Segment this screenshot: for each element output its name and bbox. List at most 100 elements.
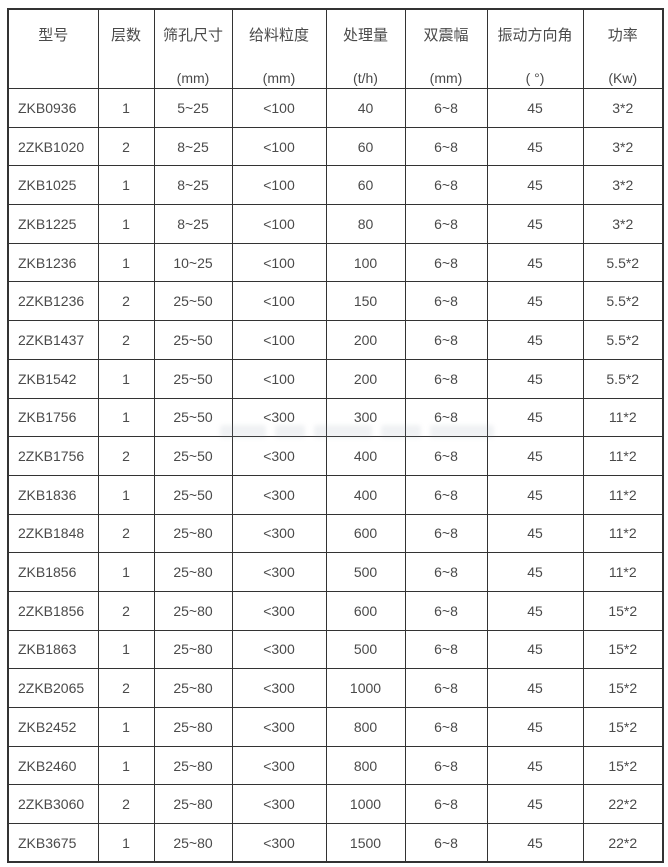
table-row: 2ZKB1020 2 8~25 <100 60 6~8 45 3*2 [7,126,664,167]
value-cell: <300 [231,629,327,670]
value-cell: 200 [325,320,406,360]
table-row: ZKB0936 1 5~25 <100 40 6~8 45 3*2 [7,88,664,128]
value-cell: 2 [97,513,155,554]
value-cell: <300 [231,552,327,592]
value-cell: 25~50 [153,358,233,399]
column-header-3: 给料粒度 (mm) [231,8,327,89]
value-cell: 25~80 [153,590,233,631]
value-cell: 8~25 [153,204,233,244]
value-cell: <100 [231,204,327,244]
value-cell: 1 [97,745,155,786]
model-cell: ZKB1236 [7,242,99,283]
value-cell: 6~8 [404,88,488,128]
value-cell: 5~25 [153,88,233,128]
value-cell: 2 [97,590,155,631]
value-cell: <100 [231,126,327,167]
model-cell: ZKB1756 [7,397,99,438]
value-cell: 25~80 [153,668,233,708]
column-header-7: 功率 (Kw) [582,8,664,89]
value-cell: 6~8 [404,281,488,322]
value-cell: 45 [486,745,584,786]
value-cell: 45 [486,397,584,438]
value-cell: 45 [486,590,584,631]
table-row: 2ZKB1236 2 25~50 <100 150 6~8 45 5.5*2 [7,281,664,322]
column-label: 处理量 [342,27,388,44]
value-cell: <100 [231,320,327,360]
model-cell: 2ZKB1848 [7,513,99,554]
value-cell: 25~80 [153,629,233,670]
value-cell: 2 [97,436,155,476]
column-label: 功率 [607,27,638,44]
value-cell: 800 [325,707,406,747]
value-cell: 45 [486,88,584,128]
value-cell: <100 [231,358,327,399]
value-cell: 1 [97,165,155,206]
value-cell: 6~8 [404,204,488,244]
value-cell: 1000 [325,668,406,708]
value-cell: 8~25 [153,126,233,167]
value-cell: 15*2 [582,590,664,631]
value-cell: <100 [231,88,327,128]
value-cell: <300 [231,707,327,747]
value-cell: 1 [97,707,155,747]
value-cell: 45 [486,707,584,747]
value-cell: 15*2 [582,668,664,708]
value-cell: 6~8 [404,552,488,592]
column-header-1: 层数 [97,8,155,89]
value-cell: 45 [486,552,584,592]
column-header-4: 处理量 (t/h) [325,8,406,89]
table-row: ZKB1756 1 25~50 <300 300 6~8 45 11*2 [7,397,664,438]
value-cell: 25~50 [153,320,233,360]
value-cell: 6~8 [404,590,488,631]
column-header-0: 型号 [7,8,99,89]
value-cell: 1 [97,397,155,438]
value-cell: 5.5*2 [582,320,664,360]
column-label: 筛孔尺寸 [162,27,223,44]
column-header-2: 筛孔尺寸 (mm) [153,8,233,89]
value-cell: 25~80 [153,823,233,863]
value-cell: 45 [486,126,584,167]
table-row: 2ZKB1437 2 25~50 <100 200 6~8 45 5.5*2 [7,320,664,360]
value-cell: 45 [486,823,584,863]
value-cell: 400 [325,436,406,476]
value-cell: 6~8 [404,242,488,283]
value-cell: 1 [97,242,155,283]
model-cell: 2ZKB1856 [7,590,99,631]
value-cell: 25~50 [153,397,233,438]
value-cell: 800 [325,745,406,786]
table-row: ZKB1856 1 25~80 <300 500 6~8 45 11*2 [7,552,664,592]
model-cell: 2ZKB2065 [7,668,99,708]
value-cell: 25~80 [153,552,233,592]
model-cell: ZKB0936 [7,88,99,128]
table-row: 2ZKB2065 2 25~80 <300 1000 6~8 45 15*2 [7,668,664,708]
model-cell: 2ZKB1236 [7,281,99,322]
column-unit: (mm) [262,70,296,86]
value-cell: 200 [325,358,406,399]
value-cell: 11*2 [582,436,664,476]
table-row: ZKB2452 1 25~80 <300 800 6~8 45 15*2 [7,707,664,747]
value-cell: <100 [231,281,327,322]
model-cell: ZKB1836 [7,474,99,515]
value-cell: 45 [486,668,584,708]
value-cell: <300 [231,823,327,863]
table-row: ZKB1542 1 25~50 <100 200 6~8 45 5.5*2 [7,358,664,399]
value-cell: 3*2 [582,204,664,244]
value-cell: 45 [486,320,584,360]
value-cell: 2 [97,281,155,322]
value-cell: 15*2 [582,745,664,786]
value-cell: 45 [486,629,584,670]
value-cell: 25~50 [153,436,233,476]
value-cell: 5.5*2 [582,242,664,283]
value-cell: 600 [325,513,406,554]
value-cell: <300 [231,474,327,515]
value-cell: 6~8 [404,397,488,438]
model-cell: ZKB2460 [7,745,99,786]
value-cell: 45 [486,784,584,825]
value-cell: 22*2 [582,823,664,863]
table-body: ZKB0936 1 5~25 <100 40 6~8 45 3*2 2ZKB1020 2 8~25 <… [7,88,664,863]
value-cell: 5.5*2 [582,281,664,322]
value-cell: 6~8 [404,745,488,786]
value-cell: 500 [325,552,406,592]
value-cell: 2 [97,784,155,825]
value-cell: 6~8 [404,668,488,708]
